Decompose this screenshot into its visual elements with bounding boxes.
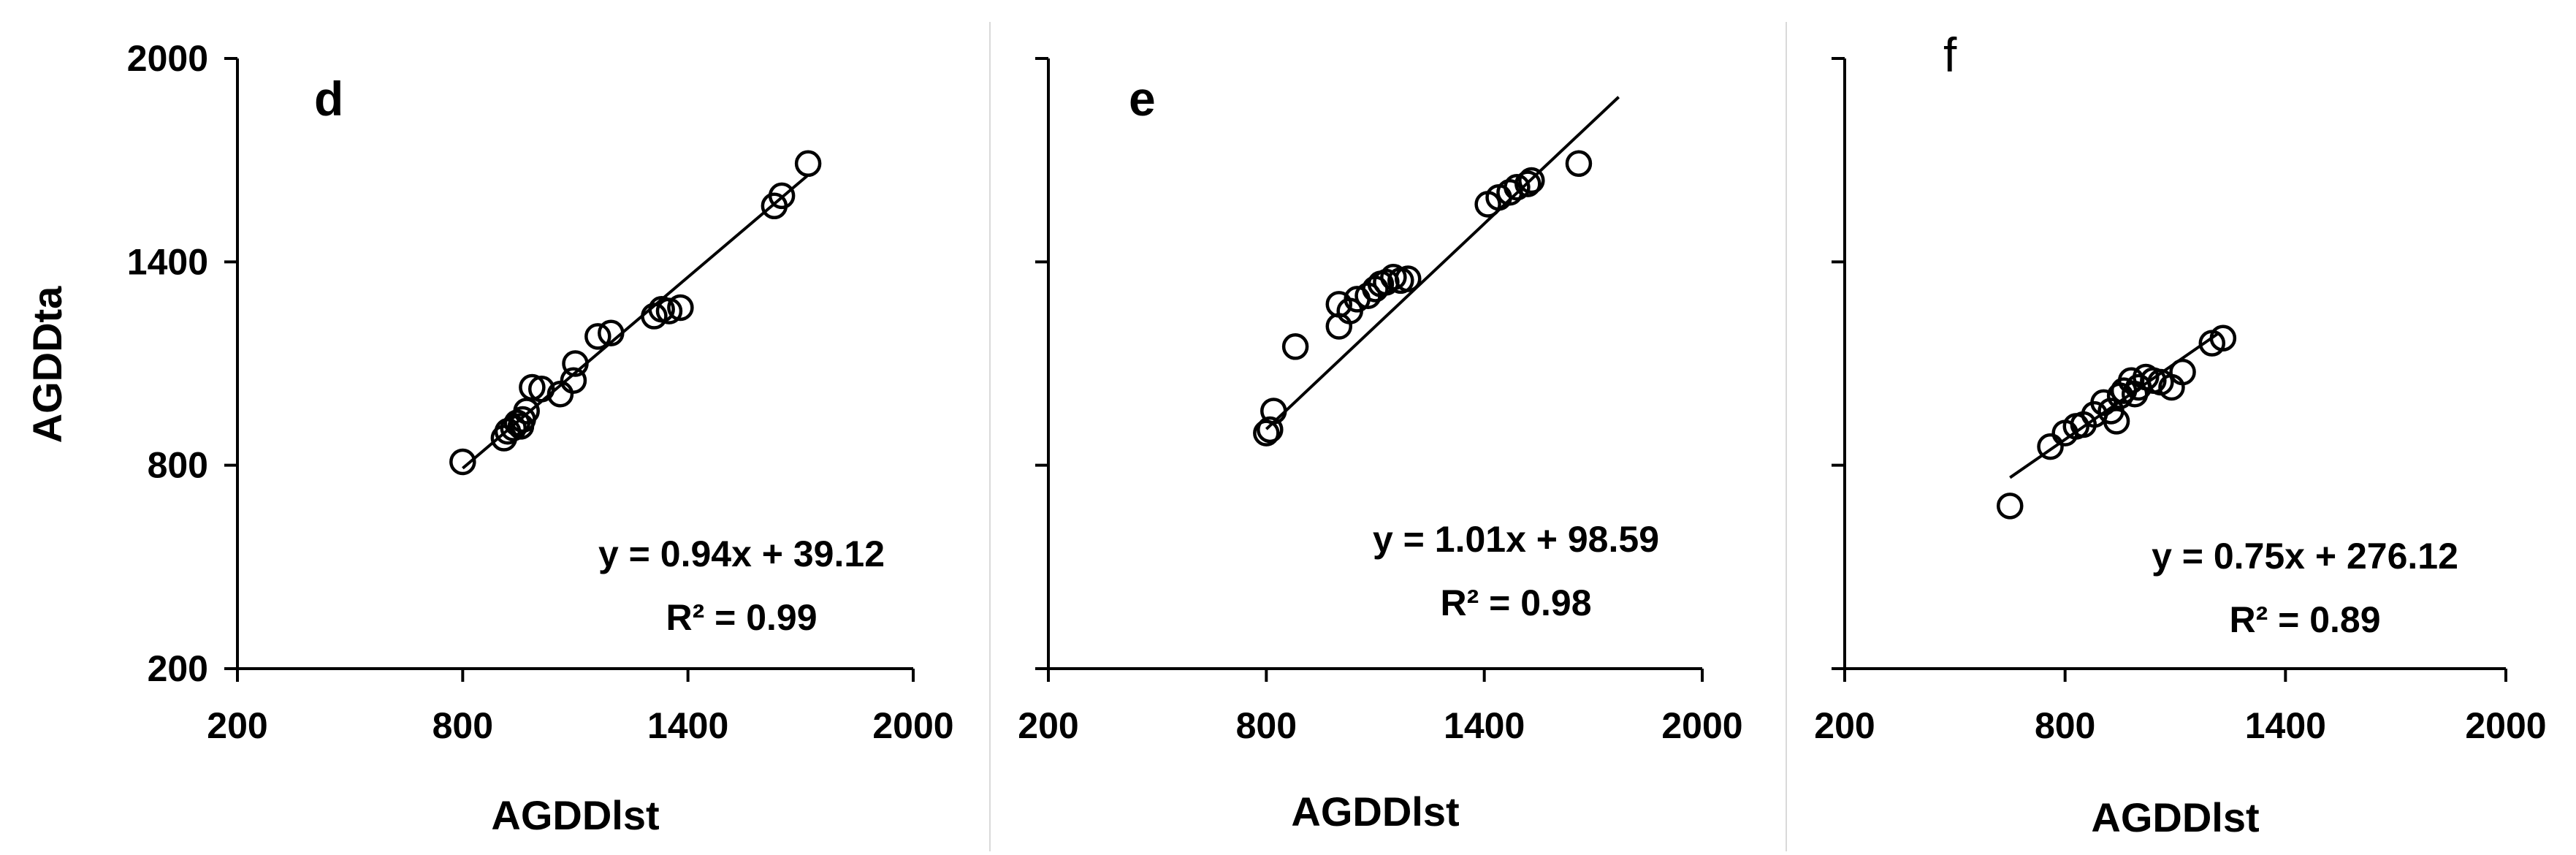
data-point bbox=[2037, 433, 2064, 460]
panel-label: e bbox=[1129, 72, 1156, 126]
data-point bbox=[1997, 493, 2024, 520]
r-squared-label: R² = 0.98 bbox=[1440, 582, 1591, 623]
r-squared-label: R² = 0.89 bbox=[2229, 599, 2380, 640]
data-point bbox=[2169, 358, 2196, 386]
data-point bbox=[528, 376, 555, 403]
x-tick-label: 2000 bbox=[872, 705, 953, 746]
data-point bbox=[655, 297, 683, 324]
x-tick-label: 2000 bbox=[1661, 705, 1742, 746]
r-squared-label: R² = 0.99 bbox=[666, 597, 817, 638]
data-point bbox=[2103, 408, 2130, 435]
trend-line bbox=[462, 174, 809, 470]
x-tick-label: 800 bbox=[432, 705, 493, 746]
x-tick-label: 200 bbox=[1018, 705, 1078, 746]
panel-label: d bbox=[314, 72, 343, 126]
data-point bbox=[1504, 174, 1531, 201]
trend-line bbox=[1265, 96, 1620, 430]
data-point bbox=[794, 150, 822, 178]
data-point bbox=[1257, 416, 1284, 444]
x-tick-label: 1400 bbox=[647, 705, 728, 746]
data-point bbox=[768, 182, 796, 210]
data-point bbox=[1260, 398, 1287, 425]
data-point bbox=[667, 294, 694, 322]
y-axis-title: AGDDta bbox=[24, 286, 70, 444]
panel-d: 200 800 1400 2000 200 800 1400 2000 AGDDlst d y = … bbox=[127, 38, 954, 838]
x-tick-label: 1400 bbox=[1444, 705, 1525, 746]
data-point bbox=[584, 323, 611, 350]
panel-e: 200 800 1400 2000 AGDDlst e y = 1.01x + 98.59 R… bbox=[1018, 57, 1743, 835]
data-point bbox=[1395, 265, 1422, 292]
x-axis-title: AGDDlst bbox=[491, 792, 659, 838]
x-tick-label: 2000 bbox=[2465, 705, 2546, 746]
data-point bbox=[598, 319, 625, 346]
data-point bbox=[560, 367, 587, 394]
x-tick-label: 800 bbox=[1236, 705, 1297, 746]
x-tick-label: 1400 bbox=[2245, 705, 2326, 746]
x-tick-label: 200 bbox=[1814, 705, 1875, 746]
x-axis-title: AGDDlst bbox=[1291, 788, 1459, 835]
data-point bbox=[1518, 167, 1545, 194]
data-point bbox=[1565, 150, 1593, 178]
y-tick-label: 2000 bbox=[127, 38, 208, 79]
panel-f: 200 800 1400 2000 AGDDlst f y = 0.75x + 276.12… bbox=[1814, 28, 2546, 840]
data-point bbox=[1514, 170, 1542, 197]
x-tick-label: 200 bbox=[207, 705, 267, 746]
regression-equation: y = 0.94x + 39.12 bbox=[598, 533, 885, 574]
data-point bbox=[519, 373, 546, 401]
x-axis-title: AGDDlst bbox=[2091, 794, 2259, 840]
data-point bbox=[641, 303, 668, 330]
data-point bbox=[449, 448, 476, 476]
y-tick-label: 1400 bbox=[127, 241, 208, 282]
y-tick-label: 800 bbox=[148, 445, 208, 486]
data-point bbox=[1281, 333, 1309, 360]
x-tick-label: 800 bbox=[2035, 705, 2095, 746]
y-tick-label: 200 bbox=[148, 648, 208, 689]
regression-equation: y = 0.75x + 276.12 bbox=[2152, 536, 2458, 577]
regression-equation: y = 1.01x + 98.59 bbox=[1373, 519, 1659, 560]
data-point bbox=[562, 350, 589, 377]
data-point bbox=[2209, 324, 2237, 352]
panel-label: f bbox=[1943, 28, 1957, 82]
data-point bbox=[2090, 389, 2117, 417]
